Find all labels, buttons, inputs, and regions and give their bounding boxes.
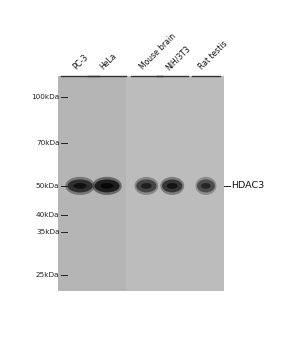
- Text: 50kDa: 50kDa: [36, 183, 59, 189]
- Ellipse shape: [95, 180, 119, 193]
- Text: HDAC3: HDAC3: [231, 181, 265, 190]
- Ellipse shape: [167, 183, 177, 189]
- Ellipse shape: [92, 177, 122, 195]
- Text: Mouse brain: Mouse brain: [138, 32, 177, 72]
- Ellipse shape: [65, 177, 95, 195]
- Text: Rat testis: Rat testis: [197, 40, 230, 72]
- Ellipse shape: [195, 177, 216, 195]
- Ellipse shape: [197, 180, 215, 193]
- Ellipse shape: [68, 180, 93, 193]
- Text: PC-3: PC-3: [71, 53, 90, 72]
- Text: 100kDa: 100kDa: [31, 94, 59, 100]
- Bar: [58, 76, 129, 291]
- Bar: [126, 76, 224, 291]
- Text: NIH/3T3: NIH/3T3: [164, 43, 192, 72]
- Ellipse shape: [135, 177, 158, 195]
- Text: HeLa: HeLa: [98, 51, 119, 72]
- Ellipse shape: [141, 183, 152, 189]
- Text: 35kDa: 35kDa: [36, 229, 59, 235]
- Ellipse shape: [100, 183, 114, 189]
- Text: 25kDa: 25kDa: [36, 272, 59, 278]
- Ellipse shape: [160, 177, 184, 195]
- Text: 70kDa: 70kDa: [36, 140, 59, 146]
- Ellipse shape: [162, 180, 182, 193]
- Ellipse shape: [136, 180, 157, 193]
- Ellipse shape: [73, 183, 87, 189]
- Text: 40kDa: 40kDa: [36, 211, 59, 218]
- Ellipse shape: [201, 183, 211, 189]
